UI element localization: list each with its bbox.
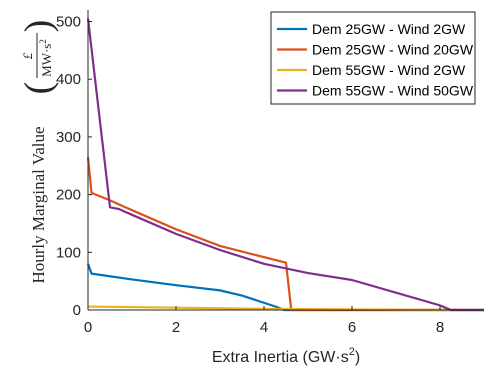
y-tick-label: 100 xyxy=(56,244,81,261)
y-unit-open-paren: ( xyxy=(18,82,60,95)
y-tick-label: 200 xyxy=(56,187,81,204)
x-tick-label: 4 xyxy=(260,319,268,336)
legend-entries: Dem 25GW - Wind 2GW Dem 25GW - Wind 20GW D… xyxy=(277,21,474,99)
x-tick-label: 6 xyxy=(348,319,356,336)
legend-label-2: Dem 25GW - Wind 20GW xyxy=(312,42,474,58)
y-tick-label: 300 xyxy=(56,129,81,146)
legend: Dem 25GW - Wind 2GW Dem 25GW - Wind 20GW D… xyxy=(270,11,476,105)
series-line-4 xyxy=(86,18,484,312)
y-axis-label-group: Hourly Marginal Value ( £ MW·s2 ) xyxy=(18,20,60,284)
y-unit-denominator: MW·s2 xyxy=(38,39,54,77)
legend-label-1: Dem 25GW - Wind 2GW xyxy=(312,21,466,37)
y-tick-label: 400 xyxy=(56,71,81,88)
legend-label-3: Dem 55GW - Wind 2GW xyxy=(312,62,466,78)
x-tick-label: 8 xyxy=(436,319,444,336)
y-tick-label: 0 xyxy=(73,302,81,319)
x-tick-label: 2 xyxy=(172,319,180,336)
legend-label-4: Dem 55GW - Wind 50GW xyxy=(312,83,474,99)
y-unit-close-paren: ) xyxy=(18,20,60,33)
y-tick-label: 500 xyxy=(56,14,81,31)
axes-layer xyxy=(87,10,484,311)
x-axis-label: Extra Inertia (GW·s2) xyxy=(212,346,360,366)
ticks-layer: 0 2 4 6 8 0 100 200 300 400 500 xyxy=(56,14,444,336)
legend-box xyxy=(270,11,476,105)
y-unit-numerator: £ xyxy=(20,52,35,59)
y-axis-label: Hourly Marginal Value xyxy=(29,126,48,283)
x-tick-label: 0 xyxy=(84,319,92,336)
series-line-2 xyxy=(86,157,484,312)
